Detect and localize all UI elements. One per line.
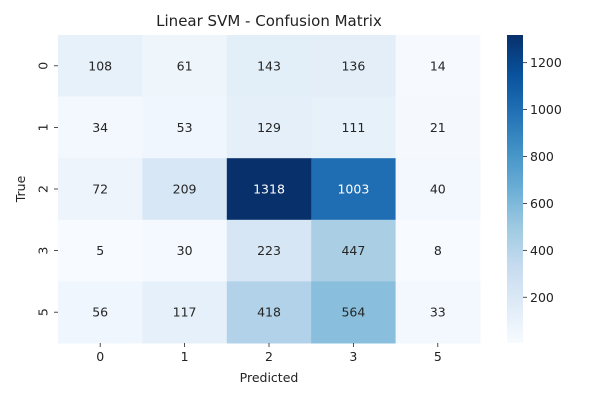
heatmap-cell [142,96,228,159]
heatmap-cell [226,281,312,344]
cell-value-label: 117 [173,305,197,320]
cell-value-labels: 108 61 143 136 14 34 53 129 111 21 72 209 1318 1003 40… [88,58,446,319]
y-tick-label: 1 [36,123,51,131]
heatmap-cells [58,35,481,344]
heatmap-cell [311,281,397,344]
heatmap-cell [311,158,397,221]
chart-title: Linear SVM - Confusion Matrix [156,12,382,30]
heatmap-cell [395,281,481,344]
x-axis-ticks: 0 1 2 3 5 [96,343,442,364]
colorbar-tick-label: 200 [530,290,554,305]
colorbar-tick-label: 1200 [530,55,562,70]
cell-value-label: 61 [177,58,193,73]
cell-value-label: 108 [88,58,112,73]
x-tick-label: 0 [96,349,104,364]
heatmap-cell [226,35,312,98]
cell-value-label: 14 [430,58,446,73]
y-axis-label: True [13,175,28,203]
colorbar-tick-label: 1000 [530,102,562,117]
colorbar-tick-label: 600 [530,196,554,211]
heatmap-cell [142,158,228,221]
cell-value-label: 34 [92,120,108,135]
y-tick-label: 0 [36,62,51,70]
y-tick-label: 3 [36,247,51,255]
heatmap-cell [226,158,312,221]
heatmap-cell [58,281,143,344]
heatmap-cell [226,219,312,282]
x-tick-label: 2 [265,349,273,364]
cell-value-label: 8 [434,243,442,258]
cell-value-label: 209 [173,182,197,197]
heatmap-cell [395,35,481,98]
heatmap-cell [142,219,228,282]
heatmap-cell [58,219,143,282]
cell-value-label: 56 [92,305,108,320]
cell-value-label: 30 [177,243,193,258]
x-tick-label: 5 [434,349,442,364]
heatmap-cell [226,96,312,159]
cell-value-label: 136 [341,58,365,73]
y-tick-label: 5 [36,308,51,316]
x-axis-label: Predicted [240,370,299,385]
cell-value-label: 33 [430,305,446,320]
colorbar-tick-label: 800 [530,149,554,164]
cell-value-label: 40 [430,182,446,197]
cell-value-label: 72 [92,182,108,197]
cell-value-label: 223 [257,243,281,258]
cell-value-label: 447 [341,243,365,258]
cell-value-label: 418 [257,305,281,320]
cell-value-label: 111 [341,120,365,135]
cell-value-label: 21 [430,120,446,135]
heatmap-cell [58,35,143,98]
heatmap-cell [311,219,397,282]
x-tick-label: 1 [181,349,189,364]
cell-value-label: 143 [257,58,281,73]
cell-value-label: 53 [177,120,193,135]
cell-value-label: 564 [341,305,365,320]
heatmap-cell [395,96,481,159]
colorbar-ticks: 200 400 600 800 1000 1200 [523,55,562,305]
heatmap-cell [58,158,143,221]
x-tick-label: 3 [349,349,357,364]
y-axis-ticks: 0 1 2 3 5 [36,62,58,316]
heatmap-cell [311,96,397,159]
cell-value-label: 5 [96,243,104,258]
colorbar [507,35,523,343]
heatmap-cell [395,219,481,282]
heatmap-cell [142,281,228,344]
colorbar-tick-label: 400 [530,243,554,258]
cell-value-label: 129 [257,120,281,135]
heatmap-cell [311,35,397,98]
cell-value-label: 1318 [253,182,285,197]
cell-value-label: 1003 [337,182,369,197]
y-tick-label: 2 [36,185,51,193]
heatmap-cell [58,96,143,159]
heatmap-cell [142,35,228,98]
heatmap-cell [395,158,481,221]
